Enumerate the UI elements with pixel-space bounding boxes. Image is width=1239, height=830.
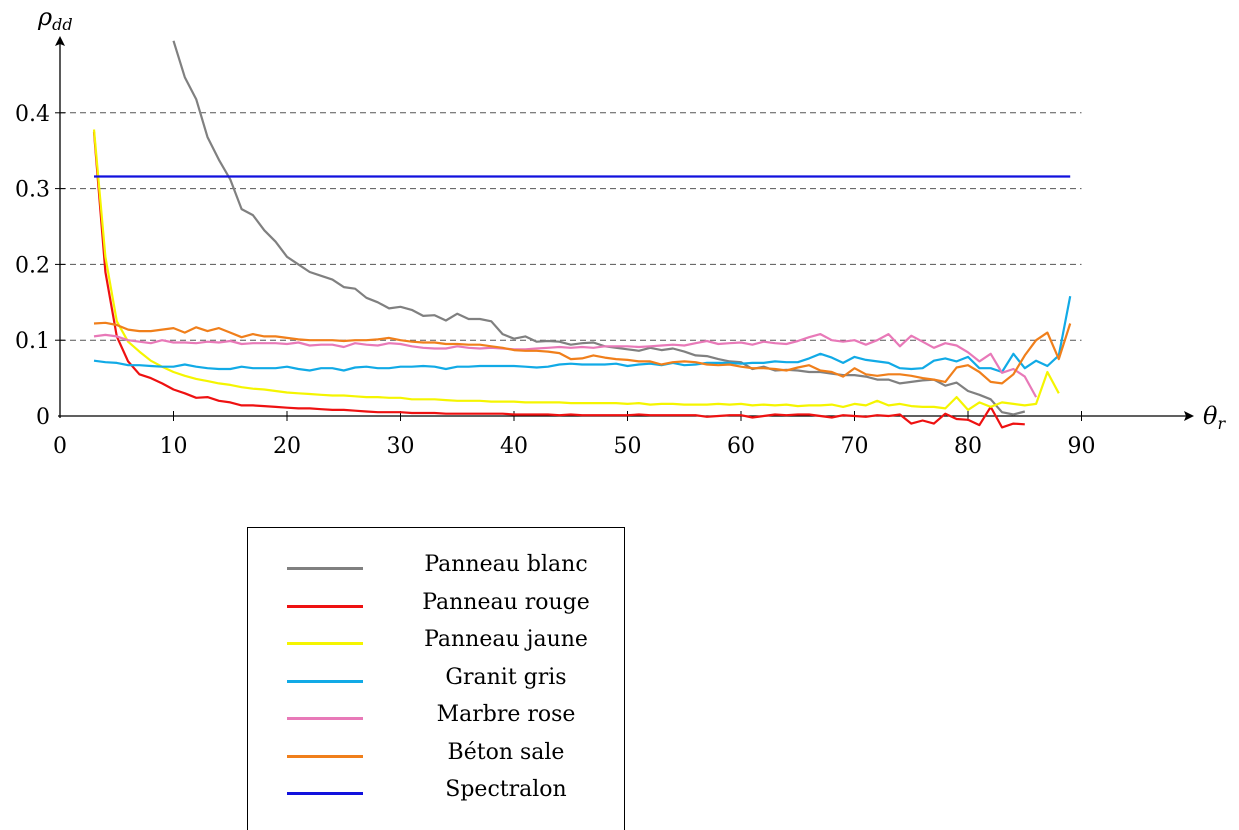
grid-lines — [60, 112, 1082, 341]
legend-swatch-spectralon — [287, 792, 363, 795]
x-axis-label: θr — [1203, 402, 1226, 433]
ticks: 0 10 20 30 40 50 60 70 80 90 0 0.1 0.2 0.3 0.4 — [15, 102, 1096, 459]
series-line-marbre-rose — [93, 333, 1038, 398]
series-line-granit-gris — [93, 295, 1072, 374]
y-tick-label-4: 0.4 — [15, 102, 50, 127]
y-axis-arrow — [55, 36, 65, 46]
legend-swatch-marbre-rose — [287, 717, 363, 720]
legend: Panneau blanc Panneau rouge Panneau jaune G… — [247, 527, 625, 830]
legend-label-beton-sale: Béton sale — [447, 739, 565, 765]
legend-item-panneau-blanc: Panneau blanc — [248, 550, 624, 586]
x-tick-label-2: 20 — [273, 434, 301, 459]
legend-label-spectralon: Spectralon — [445, 777, 567, 802]
legend-item-spectralon: Spectralon — [248, 775, 624, 811]
legend-label-panneau-blanc: Panneau blanc — [424, 552, 588, 577]
y-tick-label-0: 0 — [36, 405, 50, 430]
x-tick-label-0: 0 — [53, 434, 67, 459]
legend-swatch-beton-sale — [287, 754, 363, 758]
legend-swatch-panneau-jaune — [287, 642, 363, 645]
legend-label-granit-gris: Granit gris — [445, 664, 567, 690]
y-tick-label-2: 0.2 — [15, 253, 50, 278]
legend-item-beton-sale: Béton sale — [248, 738, 624, 774]
y-tick-label-1: 0.1 — [15, 329, 50, 354]
y-axis-label: ρdd — [37, 3, 73, 34]
series-line-beton-sale — [93, 321, 1072, 385]
legend-label-marbre-rose: Marbre rose — [436, 702, 576, 727]
x-tick-label-8: 80 — [954, 434, 982, 459]
axes — [55, 36, 1194, 421]
legend-label-panneau-jaune: Panneau jaune — [424, 627, 588, 652]
legend-swatch-panneau-blanc — [287, 567, 363, 570]
legend-item-panneau-jaune: Panneau jaune — [248, 625, 624, 661]
series-line-panneau-blanc — [172, 40, 1026, 416]
x-tick-label-1: 10 — [160, 434, 188, 459]
legend-swatch-granit-gris — [287, 679, 363, 683]
x-tick-label-5: 50 — [614, 434, 642, 459]
x-tick-label-4: 40 — [500, 434, 528, 459]
legend-item-marbre-rose: Marbre rose — [248, 700, 624, 736]
series-lines — [92, 40, 1072, 429]
y-tick-label-3: 0.3 — [15, 178, 50, 203]
x-tick-label-7: 70 — [841, 434, 869, 459]
x-tick-label-6: 60 — [727, 434, 755, 459]
legend-swatch-panneau-rouge — [287, 604, 363, 608]
series-line-panneau-jaune — [92, 129, 1060, 411]
chart: 0 10 20 30 40 50 60 70 80 90 0 0.1 0.2 0.3 0.4 ρdd θr — [15, 3, 1226, 459]
legend-item-granit-gris: Granit gris — [248, 663, 624, 699]
x-axis-arrow — [1184, 411, 1194, 421]
legend-item-panneau-rouge: Panneau rouge — [248, 588, 624, 624]
x-tick-label-9: 90 — [1068, 434, 1096, 459]
x-tick-label-3: 30 — [387, 434, 415, 459]
legend-label-panneau-rouge: Panneau rouge — [422, 589, 590, 615]
series-line-panneau-rouge — [92, 131, 1025, 429]
